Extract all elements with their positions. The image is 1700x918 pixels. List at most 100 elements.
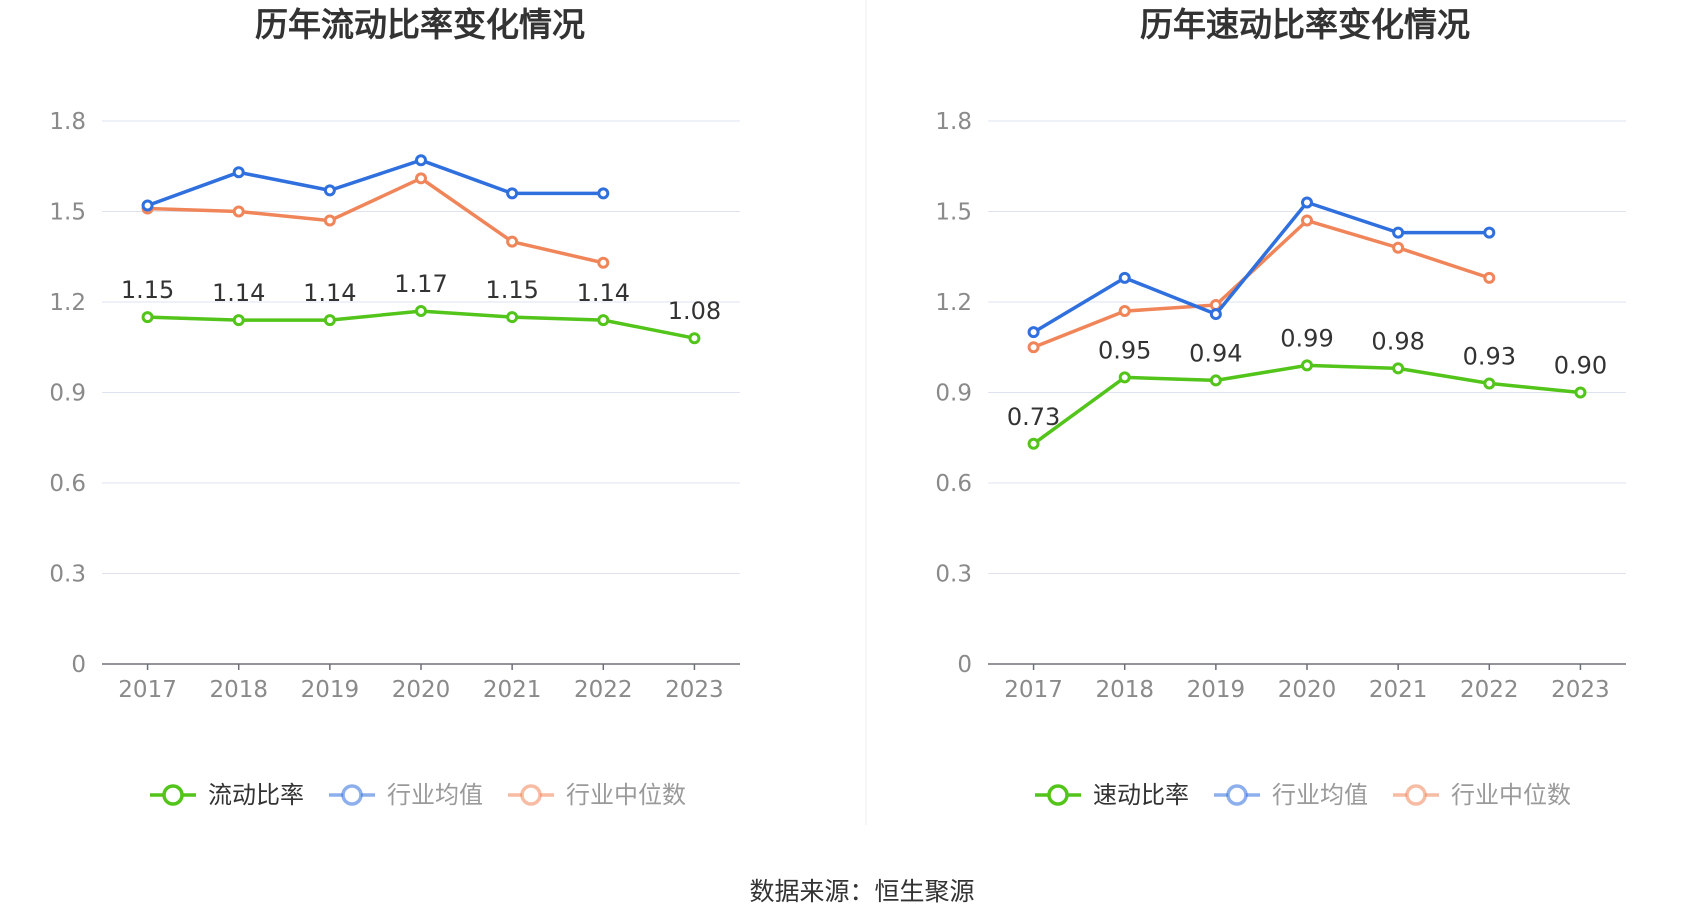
data-point[interactable] (323, 184, 336, 197)
data-label: 1.14 (577, 279, 630, 307)
x-tick-label: 2023 (1551, 677, 1610, 703)
series-2 (141, 172, 610, 269)
data-point[interactable] (141, 311, 154, 324)
data-point[interactable] (415, 305, 427, 318)
legend-label: 行业均值 (387, 781, 483, 809)
data-point[interactable] (141, 199, 154, 212)
legend-marker-icon (520, 784, 542, 806)
y-tick-label: 0.3 (49, 562, 86, 588)
data-point[interactable] (1483, 377, 1496, 390)
data-point[interactable] (506, 311, 519, 324)
data-point[interactable] (1027, 341, 1040, 354)
x-tick-label: 2017 (1004, 677, 1063, 703)
x-tick-label: 2021 (483, 677, 542, 703)
x-tick-label: 2018 (1095, 677, 1154, 703)
data-point[interactable] (1392, 241, 1405, 254)
series-line (1032, 200, 1490, 334)
y-tick-label: 0.6 (935, 471, 972, 497)
data-label: 1.17 (394, 270, 447, 298)
y-tick-label: 1.5 (935, 200, 972, 226)
legend: 流动比率 行业均值 行业中位数 (150, 781, 686, 809)
series-line (147, 176, 604, 265)
legend-marker-icon (1405, 784, 1427, 806)
source-note: 数据来源：恒生聚源 (749, 877, 974, 906)
data-point[interactable] (1118, 305, 1131, 318)
data-label: 1.08 (668, 297, 721, 325)
data-point[interactable] (1483, 271, 1496, 284)
chart-title: 历年速动比率变化情况 (1140, 5, 1470, 44)
data-label: 0.98 (1371, 327, 1424, 355)
data-point[interactable] (1483, 226, 1496, 239)
data-point[interactable] (597, 187, 610, 200)
legend-label: 速动比率 (1093, 781, 1189, 809)
legend-marker-icon (162, 784, 184, 806)
data-point[interactable] (323, 214, 336, 227)
data-label: 1.15 (121, 276, 174, 304)
data-label: 0.93 (1463, 342, 1516, 370)
x-tick-label: 2022 (1460, 677, 1519, 703)
x-tick-label: 2023 (665, 677, 724, 703)
legend-item[interactable]: 流动比率 (150, 781, 304, 809)
legend-label: 行业中位数 (566, 781, 686, 809)
data-point[interactable] (1118, 371, 1131, 384)
data-point[interactable] (1301, 214, 1313, 227)
data-point[interactable] (506, 235, 519, 248)
data-label: 1.15 (485, 276, 538, 304)
data-label: 1.14 (212, 279, 265, 307)
data-point[interactable] (1392, 362, 1405, 375)
y-tick-label: 1.8 (49, 109, 86, 135)
data-point[interactable] (1027, 326, 1040, 339)
x-tick-label: 2021 (1369, 677, 1428, 703)
data-label: 0.73 (1007, 403, 1060, 431)
legend-item[interactable]: 行业中位数 (1393, 781, 1571, 809)
current-ratio-chart: 历年流动比率变化情况 0 0.3 0.6 0.9 1.2 1.5 1.8 2017 2018 201… (49, 5, 740, 809)
data-point[interactable] (597, 314, 610, 327)
y-tick-label: 0 (957, 652, 972, 678)
y-tick-label: 0.9 (935, 381, 972, 407)
data-point[interactable] (232, 205, 245, 218)
y-tick-label: 0.9 (49, 381, 86, 407)
legend-marker-icon (1226, 784, 1248, 806)
data-point[interactable] (232, 166, 245, 179)
legend-marker-icon (341, 784, 363, 806)
data-point[interactable] (415, 154, 427, 167)
legend-label: 行业中位数 (1451, 781, 1571, 809)
legend-item[interactable]: 行业均值 (1214, 781, 1368, 809)
data-point[interactable] (1209, 374, 1222, 387)
data-label: 1.14 (303, 279, 356, 307)
legend-item[interactable]: 行业中位数 (508, 781, 686, 809)
quick-ratio-chart: 历年速动比率变化情况 0 0.3 0.6 0.9 1.2 1.5 1.8 2017 2018 201… (935, 5, 1626, 809)
data-point[interactable] (688, 332, 701, 345)
data-point[interactable] (1209, 308, 1222, 321)
legend-label: 流动比率 (208, 781, 304, 809)
y-tick-label: 1.2 (935, 290, 972, 316)
legend-item[interactable]: 行业均值 (329, 781, 483, 809)
y-tick-label: 0.3 (935, 562, 972, 588)
x-tick-label: 2019 (301, 677, 360, 703)
y-tick-label: 1.8 (935, 109, 972, 135)
legend-marker-icon (1047, 784, 1069, 806)
data-label: 0.95 (1098, 336, 1151, 364)
data-label: 0.99 (1280, 324, 1333, 352)
legend: 速动比率 行业均值 行业中位数 (1035, 781, 1571, 809)
data-point[interactable] (506, 187, 519, 200)
legend-item[interactable]: 速动比率 (1035, 781, 1189, 809)
data-point[interactable] (1301, 196, 1313, 209)
data-point[interactable] (1392, 226, 1405, 239)
series-line (1032, 363, 1581, 446)
data-point[interactable] (1027, 437, 1040, 450)
data-point[interactable] (232, 314, 245, 327)
series-line (1032, 218, 1490, 349)
y-tick-label: 1.5 (49, 200, 86, 226)
x-tick-label: 2019 (1187, 677, 1246, 703)
data-point[interactable] (597, 256, 610, 269)
data-point[interactable] (323, 314, 336, 327)
series-1 (141, 154, 610, 212)
data-point[interactable] (1301, 359, 1313, 372)
series-0: 1.15 1.14 1.14 1.17 1.15 1.14 1.08 (121, 270, 721, 345)
data-point[interactable] (1118, 271, 1131, 284)
data-point[interactable] (415, 172, 427, 185)
data-point[interactable] (1574, 386, 1587, 399)
x-tick-label: 2022 (574, 677, 633, 703)
data-label: 0.94 (1189, 339, 1242, 367)
